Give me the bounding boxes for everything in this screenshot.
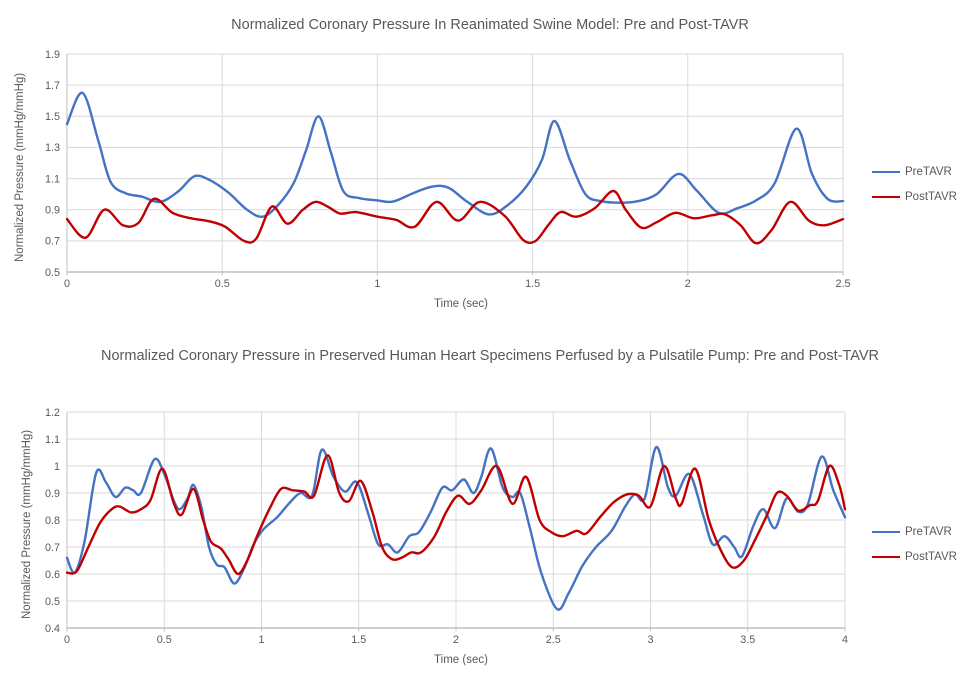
svg-text:1.1: 1.1 [45, 173, 60, 185]
svg-text:0.9: 0.9 [45, 488, 60, 500]
svg-text:2.5: 2.5 [546, 634, 561, 646]
human-legend-item-pretavr: PreTAVR [872, 526, 952, 538]
svg-text:1: 1 [374, 278, 380, 290]
svg-text:1.5: 1.5 [351, 634, 366, 646]
posttavr-legend-label: PostTAVR [905, 551, 957, 563]
human-legend-item-posttavr: PostTAVR [872, 551, 957, 563]
pretavr-legend-label: PreTAVR [905, 166, 952, 178]
svg-text:0.5: 0.5 [45, 267, 60, 279]
swine-legend-item-pretavr: PreTAVR [872, 166, 952, 178]
svg-text:2: 2 [685, 278, 691, 290]
svg-text:1: 1 [54, 461, 60, 473]
svg-text:2: 2 [453, 634, 459, 646]
svg-text:0.5: 0.5 [157, 634, 172, 646]
svg-text:0.6: 0.6 [45, 569, 60, 581]
posttavr-line-swatch [872, 555, 900, 559]
swine-plot-area: 1.9 1.7 1.5 1.3 1.1 0.9 0.7 0.5 0 0.5 1 1.5 2 2.5 [45, 49, 851, 290]
svg-text:0.9: 0.9 [45, 205, 60, 217]
svg-text:1: 1 [258, 634, 264, 646]
svg-text:0.5: 0.5 [45, 596, 60, 608]
human-plot-area: 1.2 1.1 1 0.9 0.8 0.7 0.6 0.5 0.4 0 0.5 1 1.5 2 2.5 3 3.… [45, 407, 848, 646]
svg-text:1.3: 1.3 [45, 142, 60, 154]
svg-text:0.7: 0.7 [45, 542, 60, 554]
swine-chart-title: Normalized Coronary Pressure In Reanimat… [231, 17, 749, 33]
svg-text:3.5: 3.5 [740, 634, 755, 646]
svg-text:1.2: 1.2 [45, 407, 60, 419]
svg-text:0: 0 [64, 278, 70, 290]
swine-x-axis-title: Time (sec) [434, 298, 488, 310]
pretavr-line-swatch [872, 170, 900, 174]
svg-text:0.4: 0.4 [45, 623, 60, 635]
svg-text:1.1: 1.1 [45, 434, 60, 446]
svg-text:3: 3 [647, 634, 653, 646]
svg-text:1.9: 1.9 [45, 49, 60, 61]
svg-text:0: 0 [64, 634, 70, 646]
pretavr-legend-label: PreTAVR [905, 526, 952, 538]
svg-text:0.8: 0.8 [45, 515, 60, 527]
svg-text:0.7: 0.7 [45, 236, 60, 248]
pretavr-line-swatch [872, 530, 900, 534]
svg-text:1.5: 1.5 [45, 111, 60, 123]
posttavr-line-swatch [872, 195, 900, 199]
svg-text:1.7: 1.7 [45, 80, 60, 92]
posttavr-legend-label: PostTAVR [905, 191, 957, 203]
svg-text:0.5: 0.5 [215, 278, 230, 290]
svg-text:1.5: 1.5 [525, 278, 540, 290]
svg-text:4: 4 [842, 634, 848, 646]
swine-legend-item-posttavr: PostTAVR [872, 191, 957, 203]
svg-text:2.5: 2.5 [835, 278, 850, 290]
human-x-axis-title: Time (sec) [434, 654, 488, 666]
human-chart-title: Normalized Coronary Pressure in Preserve… [101, 348, 879, 364]
